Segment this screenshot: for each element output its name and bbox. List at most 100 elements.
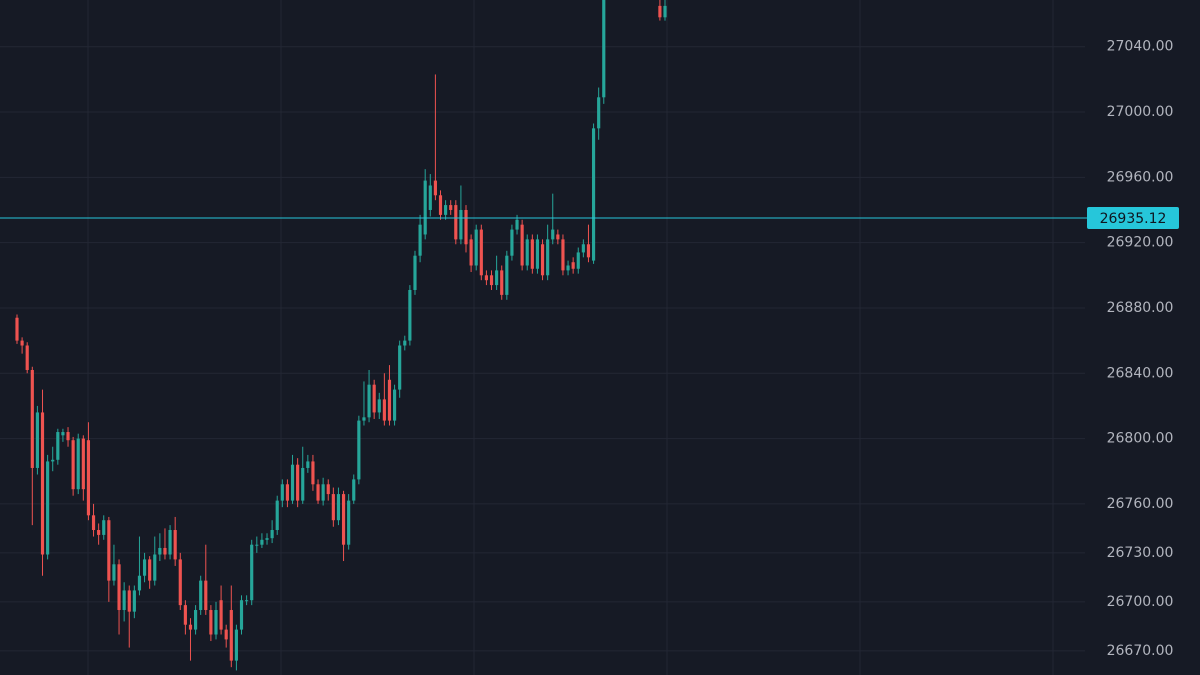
y-tick-label: 26800.00 — [1107, 431, 1174, 447]
y-tick-label: 26760.00 — [1107, 496, 1174, 512]
candle-body — [525, 239, 529, 266]
candle-body — [418, 224, 422, 256]
y-tick-label: 26840.00 — [1107, 365, 1174, 381]
candle-body — [40, 412, 45, 555]
candle-body — [148, 559, 152, 581]
candle-body — [546, 239, 550, 276]
candle-body — [551, 229, 555, 240]
y-tick-label: 26920.00 — [1107, 235, 1174, 251]
candle-body — [296, 464, 300, 501]
candle-body — [178, 559, 182, 606]
candle-body — [107, 520, 111, 581]
candle-body — [20, 340, 24, 346]
candle-body — [234, 629, 238, 661]
candles — [15, 0, 667, 671]
candle-body — [224, 629, 228, 640]
candle-body — [392, 389, 397, 421]
candle-body — [500, 270, 504, 295]
y-tick-label: 27000.00 — [1107, 104, 1174, 120]
candle-body — [586, 244, 591, 258]
candle-body — [102, 520, 106, 535]
candle-body — [576, 252, 580, 269]
candle-body — [510, 229, 514, 256]
candle-body — [566, 265, 570, 271]
candle-body — [489, 275, 494, 286]
candle-body — [449, 205, 453, 210]
candle-body — [35, 412, 39, 468]
candle-body — [362, 417, 366, 421]
y-tick-label: 26880.00 — [1107, 300, 1174, 316]
candle-body — [255, 544, 259, 546]
candle-body — [265, 538, 269, 540]
price-label: 26935.12 — [1100, 211, 1167, 227]
candle-body — [173, 530, 177, 560]
candle-body — [194, 610, 198, 630]
candle-body — [250, 544, 254, 601]
candle-body — [387, 379, 392, 421]
candle-body — [459, 209, 463, 240]
candle-body — [306, 461, 310, 468]
candle-body — [270, 530, 274, 539]
candle-body — [51, 459, 55, 462]
candle-body — [663, 5, 667, 18]
candle-body — [301, 467, 305, 501]
candle-body — [81, 438, 85, 490]
candle-body — [290, 464, 295, 501]
candle-body — [556, 234, 560, 240]
candle-body — [347, 500, 351, 545]
candle-body — [341, 494, 346, 545]
candle-body — [127, 590, 131, 612]
candle-body — [275, 500, 279, 531]
candle-body — [474, 229, 478, 266]
y-tick-label: 27040.00 — [1107, 39, 1174, 55]
candle-body — [137, 575, 142, 591]
candle-body — [122, 590, 126, 611]
candle-body — [505, 255, 509, 295]
price-label-box — [1087, 206, 1179, 229]
candle-body — [46, 461, 50, 555]
candle-body — [372, 384, 376, 413]
candle-body — [433, 180, 437, 196]
candle-body — [515, 219, 519, 230]
candle-body — [132, 590, 136, 612]
candle-body — [423, 180, 427, 235]
candle-body — [367, 384, 371, 418]
candle-body — [285, 484, 290, 501]
price-axis: 26670.00 26700.00 26730.00 26760.00 26800.00… — [1107, 39, 1174, 659]
candle-body — [245, 600, 249, 602]
candle-body — [30, 369, 34, 468]
candle-body — [209, 610, 213, 635]
candle-body — [495, 270, 499, 286]
candle-body — [61, 432, 65, 436]
candle-body — [535, 239, 540, 269]
candle-body — [352, 479, 356, 501]
candle-body — [540, 244, 545, 276]
candle-body — [464, 209, 468, 245]
candle-body — [321, 484, 325, 501]
candle-body — [479, 229, 483, 276]
y-tick-label: 26960.00 — [1107, 169, 1174, 185]
candle-body — [357, 420, 361, 480]
candle-body — [153, 554, 157, 581]
candle-body — [428, 185, 432, 210]
candle-body — [86, 440, 91, 516]
candle-body — [591, 128, 596, 261]
candle-body — [25, 345, 29, 370]
candle-body — [530, 239, 534, 269]
candle-body — [326, 484, 330, 495]
y-tick-label: 26700.00 — [1107, 594, 1174, 610]
candle-body — [398, 345, 402, 390]
candle-body — [199, 580, 203, 611]
candle-body — [219, 600, 223, 630]
candle-body — [15, 317, 19, 341]
candle-body — [520, 224, 524, 266]
y-tick-label: 26730.00 — [1107, 545, 1174, 561]
candle-body — [311, 461, 315, 485]
candle-body — [602, 0, 606, 98]
candle-body — [142, 559, 147, 576]
candle-body — [188, 624, 193, 630]
candle-body — [239, 600, 244, 630]
candle-body — [168, 530, 172, 555]
candle-body — [571, 262, 575, 269]
candle-body — [66, 432, 70, 441]
